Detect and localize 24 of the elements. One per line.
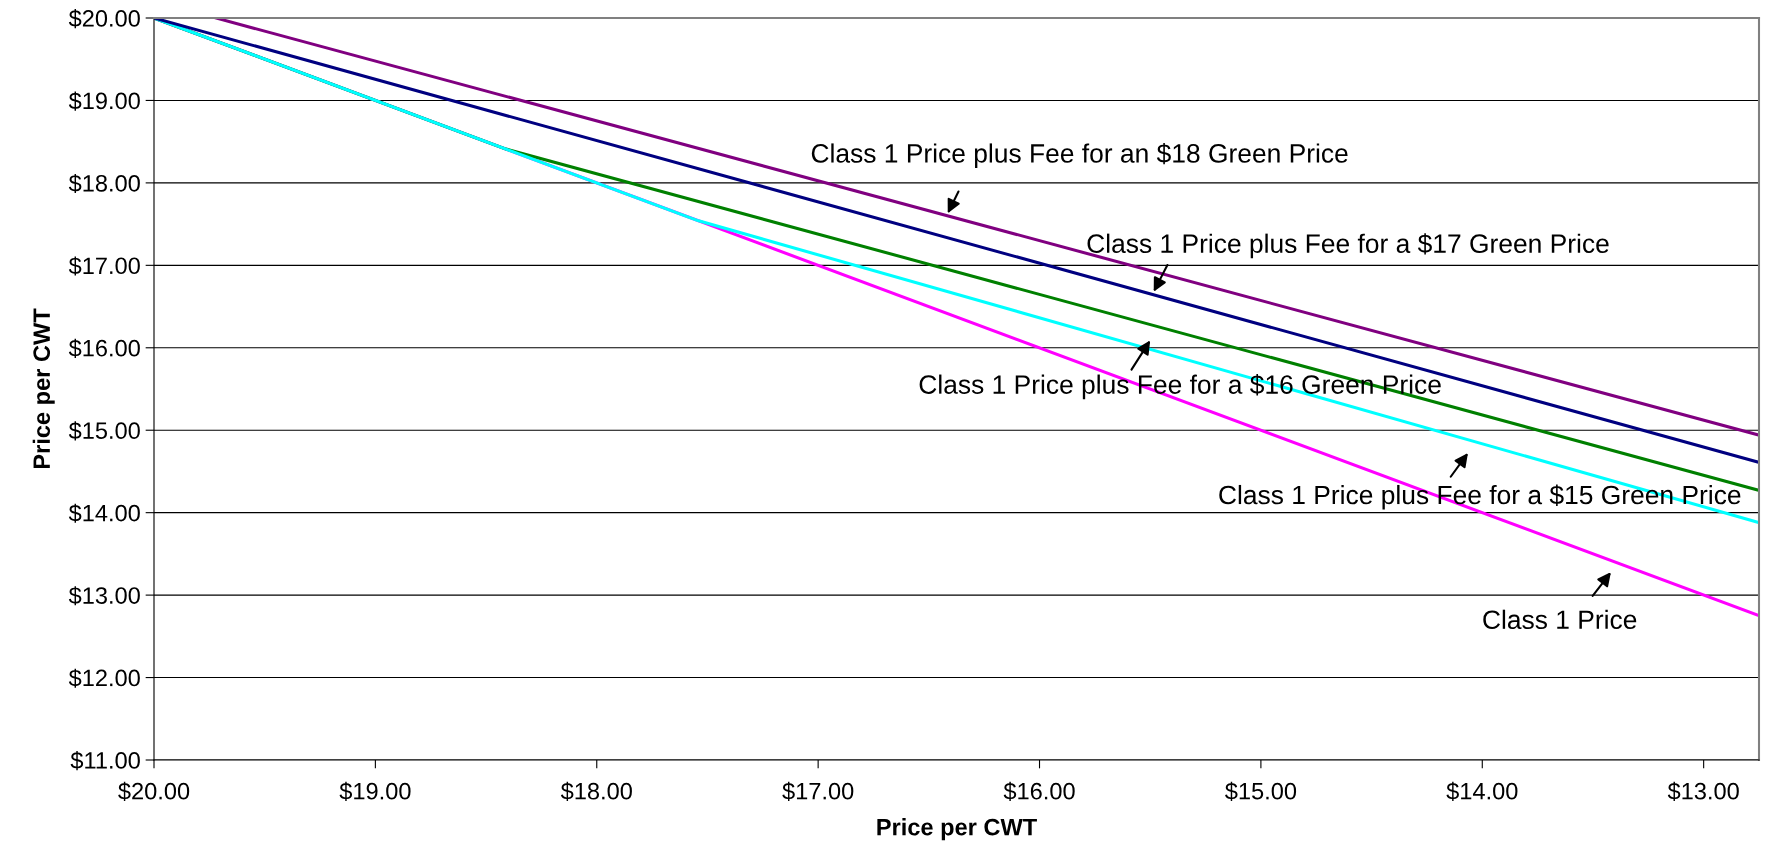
y-axis-title: Price per CWT	[32, 308, 55, 469]
annotation: Class 1 Price plus Fee for a $17 Green Price	[1087, 233, 1609, 259]
x-tick-label: $18.00	[560, 781, 632, 801]
y-tick-label: $20.00	[68, 9, 140, 29]
annotation: Class 1 Price	[1483, 609, 1637, 630]
y-tick-label: $14.00	[68, 503, 140, 523]
y-tick-label: $19.00	[68, 91, 140, 111]
y-tick-label: $18.00	[68, 173, 140, 194]
annotation: Class 1 Price plus Fee for an $18 Green Price	[811, 142, 1348, 168]
x-tick-label: $16.00	[1003, 781, 1075, 801]
x-tick-label: $13.00	[1667, 781, 1739, 801]
x-tick-label: $15.00	[1225, 781, 1297, 801]
y-tick-label: $12.00	[68, 668, 140, 688]
y-tick-label: $13.00	[68, 586, 140, 606]
x-tick-label: $19.00	[339, 781, 411, 801]
x-tick-label: $20.00	[118, 781, 190, 801]
annotation: Class 1 Price plus Fee for a $15 Green Price	[1219, 484, 1741, 510]
x-tick-label: $14.00	[1446, 781, 1518, 801]
x-axis-title: Price per CWT	[877, 818, 1037, 841]
x-tick-label: $17.00	[782, 781, 854, 801]
y-tick-label: $11.00	[70, 751, 140, 771]
y-tick-label: $17.00	[68, 256, 140, 276]
y-tick-label: $16.00	[68, 338, 140, 358]
y-tick-label: $15.00	[68, 421, 140, 441]
